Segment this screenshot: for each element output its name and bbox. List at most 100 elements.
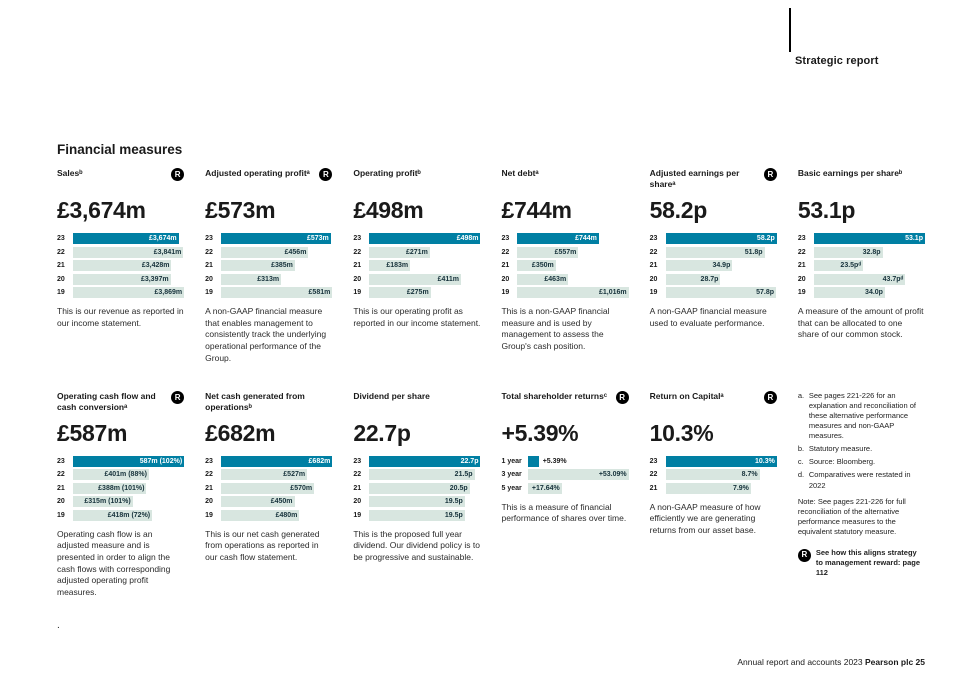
bar-value-label: +17.64%	[531, 484, 560, 492]
bar-track: +17.64%	[528, 482, 628, 494]
bar-track: £388m (101%)	[73, 482, 184, 494]
bar: 58.2p	[665, 233, 777, 244]
bar-row: 22 £401m (88%)	[57, 469, 184, 481]
bar-track: 7.9%	[665, 482, 777, 494]
metric-description: This is a non-GAAP financial measure and…	[501, 306, 610, 352]
bar-track: £581m	[221, 287, 333, 298]
bar-row: 23 £498m	[353, 233, 481, 244]
bar: 34.0p	[813, 287, 885, 298]
bar-row: 22 £271m	[353, 246, 480, 258]
bar-row: 21 £3,428m	[57, 260, 184, 271]
bar: £183m	[369, 260, 411, 271]
bar: +53.09%	[528, 469, 629, 481]
bar-track: 10.3%	[665, 455, 777, 467]
bar-year-label: 22	[353, 248, 362, 256]
bar-year-label: 19	[353, 511, 362, 519]
bar-row: 20 £315m (101%)	[57, 496, 184, 508]
bar-track: 43.7pᵈ	[813, 273, 925, 285]
footnote-letter: c.	[797, 457, 804, 467]
bar-value-label: £411m	[437, 275, 460, 283]
bar-row: 20 £411m	[353, 273, 480, 285]
bar-track: 21.5p	[369, 469, 480, 481]
metric-card-basic-eps: Basic earnings per shareᵇ 53.1p 23 53.1p 22 3…	[798, 168, 925, 341]
bar-track: +5.39%	[528, 455, 628, 467]
bar-value-label: £183m	[386, 262, 409, 269]
metric-title: Operating profitᵇ	[353, 168, 421, 178]
bar-value-label: £388m (101%)	[98, 484, 145, 492]
metric-title: Net debtᵃ	[501, 168, 539, 178]
bar-value-label: £744m	[575, 235, 597, 242]
bar-year-label: 1 year	[501, 457, 522, 465]
bar: £450m	[221, 496, 295, 508]
footnote-note: Note: See pages 221-226 for full reconci…	[797, 496, 906, 537]
metric-card-sales: Salesᵇ R £3,674m 23 £3,674m 22 £3,841m 21 £3,428…	[57, 168, 185, 329]
metric-title: Basic earnings per shareᵇ	[797, 168, 903, 178]
bar-value-label: 43.7pᵈ	[882, 275, 904, 283]
bar-year-label: 21	[205, 484, 213, 492]
footnotes-cell: a. See pages 221-226 for an explanation …	[797, 390, 925, 579]
bar: 57.8p	[665, 287, 777, 298]
bar-track: £744m	[517, 233, 628, 244]
bar-value-label: 587m (102%)	[139, 457, 183, 465]
bar-row: 19 19.5p	[353, 509, 480, 521]
bar: 23.5pᵈ	[813, 260, 864, 271]
metric-card-head: Basic earnings per shareᵇ	[798, 168, 925, 193]
bar-row: 19 £581m	[205, 287, 333, 298]
bar-year-label: 21	[649, 262, 658, 269]
bar-row: 21 20.5p	[353, 482, 480, 494]
metric-card-head: Salesᵇ R	[57, 168, 185, 193]
bar: 51.8p	[665, 246, 765, 258]
bar-value-label: £350m	[531, 262, 554, 269]
metric-bar-chart: 1 year +5.39% 3 year +53.09% 5 year +17.64%	[501, 455, 629, 494]
bar-track: £573m	[221, 233, 332, 244]
bar-value-label: £271m	[406, 248, 428, 256]
bar-row: 21 23.5pᵈ	[798, 260, 925, 271]
bar-year-label: 23	[501, 235, 510, 242]
page-title: Financial measures	[57, 142, 183, 157]
bar-row: 20 28.7p	[650, 273, 777, 285]
bar-value-label: £570m	[290, 484, 313, 492]
bar-row: 23 58.2p	[650, 233, 777, 244]
bar-year-label: 22	[57, 471, 65, 479]
bar: £3,841m	[73, 246, 184, 258]
metric-card-head: Total shareholder returnsᶜ R	[501, 390, 629, 416]
metric-card-operating-profit: Operating profitᵇ £498m 23 £498m 22 £271m 21 £1…	[353, 168, 481, 329]
bar: £573m	[221, 233, 331, 244]
metric-card-head: Adjusted earnings per shareᵃ R	[650, 168, 777, 193]
bar	[528, 455, 539, 467]
bar-track: 20.5p	[369, 482, 480, 494]
bar-value-label: £480m	[275, 511, 298, 519]
bar: 19.5p	[369, 496, 465, 508]
bar-row: 22 £557m	[501, 246, 628, 258]
bar-row: 23 10.3%	[650, 455, 777, 467]
bar-value-label: £456m	[284, 248, 307, 256]
bar-value-label: +5.39%	[542, 457, 567, 465]
footnote-text: Statutory measure.	[808, 444, 873, 454]
bar: £456m	[221, 246, 309, 258]
metric-description: A measure of the amount of profit that c…	[797, 306, 924, 340]
metrics-grid: Salesᵇ R £3,674m 23 £3,674m 22 £3,841m 21 £3,428…	[57, 168, 925, 599]
metric-card-operating-cash-flow: Operating cash flow and cash conversionᵃ…	[57, 390, 185, 599]
footer-report-name: Annual report and accounts 2023	[737, 657, 865, 667]
bar-value-label: +53.09%	[598, 471, 627, 479]
bar-value-label: 32.8p	[862, 248, 881, 256]
bar-track: £350m	[517, 260, 628, 271]
bar-year-label: 5 year	[501, 484, 522, 492]
bar-track: £557m	[517, 246, 628, 258]
metric-title: Salesᵇ	[57, 168, 83, 178]
bar-value-label: £450m	[270, 498, 293, 506]
bar-track: 57.8p	[665, 287, 777, 298]
bar-year-label: 21	[205, 262, 213, 269]
reward-alignment-icon: R	[171, 390, 185, 404]
bar-year-label: 23	[353, 235, 362, 242]
reward-alignment-icon: R	[763, 390, 777, 404]
footnote-text: See pages 221-226 for an explanation and…	[808, 390, 916, 441]
metric-bar-chart: 23 £573m 22 £456m 21 £385m 20 £313m 19 £581m	[205, 233, 333, 298]
stray-dot: .	[57, 620, 60, 631]
bar-value-label: £3,428m	[141, 262, 170, 269]
bar: £3,674m	[73, 233, 179, 244]
bar-track: 34.9p	[665, 260, 777, 271]
bar-year-label: 19	[797, 289, 806, 296]
bar-track: £456m	[221, 246, 332, 258]
bar-row: 22 £456m	[205, 246, 332, 258]
